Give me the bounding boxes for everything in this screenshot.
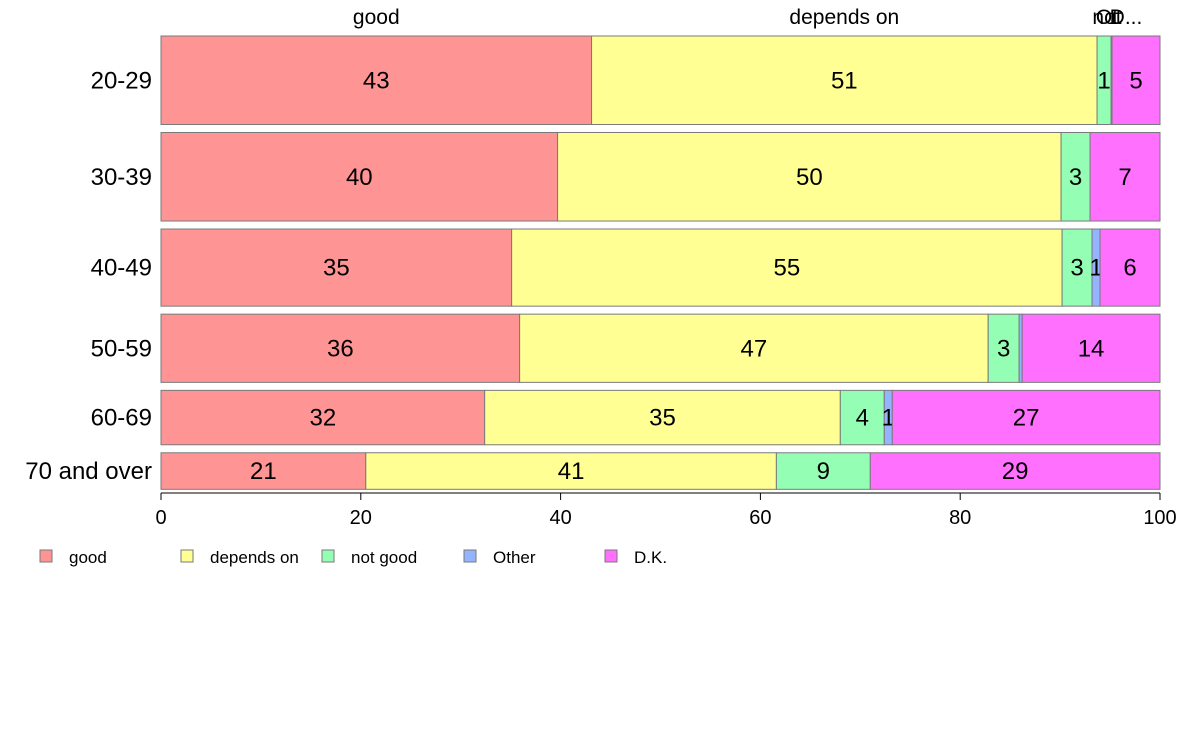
data-label: 41	[558, 458, 585, 485]
legend-item: not good	[321, 548, 417, 567]
tick-label: 20	[350, 507, 372, 529]
category-label: 30-39	[91, 164, 152, 191]
data-label: 35	[323, 255, 350, 282]
data-label: 7	[1118, 164, 1131, 191]
bar-segment	[1099, 228, 1161, 307]
bar-row: 36 47 3 14 50-59	[91, 313, 1161, 383]
bar-segment	[160, 313, 521, 383]
data-label: 43	[363, 67, 390, 94]
data-label: 32	[309, 405, 336, 432]
bar-segment	[1021, 313, 1161, 383]
tick-label: 0	[155, 507, 166, 529]
legend-label: not good	[351, 548, 417, 567]
legend-swatch	[463, 549, 477, 563]
category-label: 50-59	[91, 335, 152, 362]
top-series-label: not	[1092, 6, 1121, 29]
category-label: 40-49	[91, 255, 152, 282]
bar-segment	[511, 228, 1063, 307]
bar-segment	[839, 389, 885, 446]
bar-segment	[891, 389, 1161, 446]
bar-segment	[160, 452, 367, 490]
data-label: 1	[882, 405, 895, 432]
bar-row: 32 35 4 1 27 60-69	[91, 389, 1161, 446]
data-label: 47	[741, 335, 768, 362]
bar-segment	[1061, 228, 1093, 307]
data-label: 50	[796, 164, 823, 191]
bar-segment	[557, 132, 1062, 222]
category-label: 60-69	[91, 405, 152, 432]
bar-segment	[987, 313, 1020, 383]
category-label: 70 and over	[25, 458, 152, 485]
data-label: 4	[856, 405, 869, 432]
data-label: 9	[817, 458, 830, 485]
x-axis: 0 20 40 60 80 100	[155, 492, 1177, 529]
bar-segment	[519, 313, 989, 383]
legend-item: Other	[463, 548, 536, 567]
data-label: 14	[1078, 335, 1105, 362]
legend-swatch	[321, 549, 335, 563]
tick-label: 80	[949, 507, 971, 529]
data-label: 5	[1129, 67, 1142, 94]
bar-segment	[1089, 132, 1161, 222]
legend-label: Other	[493, 548, 536, 567]
data-label: 1	[1097, 67, 1110, 94]
top-series-label: good	[353, 6, 400, 29]
bar-row: 35 55 3 1 6 40-49	[91, 228, 1161, 307]
bar-segment	[1111, 35, 1161, 126]
legend-label: D.K.	[634, 548, 667, 567]
top-series-labels: good depends on notOtD...	[353, 6, 1142, 29]
bar-segment	[484, 389, 841, 446]
data-label: 3	[1070, 255, 1083, 282]
bar-row: 21 41 9 29 70 and over	[25, 452, 1161, 490]
tick-label: 40	[549, 507, 571, 529]
legend-item: depends on	[180, 548, 299, 567]
bar-segment	[869, 452, 1161, 490]
bar-segment	[775, 452, 871, 490]
data-label: 51	[831, 67, 858, 94]
data-label: 36	[327, 335, 354, 362]
top-series-label: Ot	[1096, 6, 1118, 29]
data-label: 3	[1069, 164, 1082, 191]
legend-swatch	[180, 549, 194, 563]
data-label: 40	[346, 164, 373, 191]
tick-label: 60	[749, 507, 771, 529]
data-label: 27	[1013, 405, 1040, 432]
data-label: 35	[649, 405, 676, 432]
data-label: 6	[1123, 255, 1136, 282]
bar-segment	[160, 389, 486, 446]
bar-row: 43 51 1 5 20-29	[91, 35, 1161, 126]
legend-swatch	[39, 549, 53, 563]
bar-segment	[591, 35, 1098, 126]
legend-item: good	[39, 548, 107, 567]
data-label: 29	[1002, 458, 1029, 485]
data-label: 21	[250, 458, 277, 485]
bar-segment	[160, 132, 559, 222]
bar-segment	[1060, 132, 1091, 222]
legend: good depends on not good Other D.K.	[39, 548, 667, 567]
tick-label: 100	[1143, 507, 1176, 529]
legend-swatch	[604, 549, 618, 563]
category-label: 20-29	[91, 67, 152, 94]
bar-row: 40 50 3 7 30-39	[91, 132, 1161, 222]
data-label: 1	[1089, 255, 1102, 282]
bar-segment	[160, 228, 513, 307]
data-label: 55	[774, 255, 801, 282]
top-series-label: D...	[1110, 6, 1143, 29]
legend-item: D.K.	[604, 548, 667, 567]
legend-label: depends on	[210, 548, 299, 567]
top-series-label: depends on	[789, 6, 899, 29]
legend-label: good	[69, 548, 107, 567]
bar-segment	[160, 35, 593, 126]
data-label: 3	[997, 335, 1010, 362]
